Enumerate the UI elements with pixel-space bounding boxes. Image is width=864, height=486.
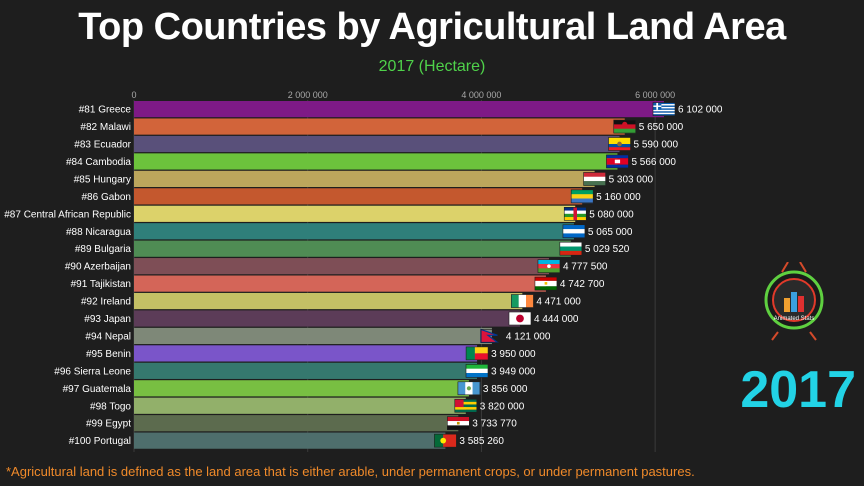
bar-nepal	[134, 327, 492, 345]
value-label: 5 303 000	[609, 174, 654, 185]
category-label: #100 Portugal	[69, 436, 131, 447]
benin-flag-icon	[465, 346, 489, 361]
footnote: *Agricultural land is defined as the lan…	[6, 464, 695, 479]
category-label: #84 Cambodia	[66, 157, 131, 168]
chart-subtitle: 2017 (Hectare)	[378, 58, 486, 75]
greece-flag-icon	[652, 102, 676, 116]
bar-greece	[134, 101, 664, 118]
ecuador-flag-icon	[608, 137, 631, 151]
bar-cambodia	[134, 153, 618, 170]
category-label: #93 Japan	[84, 314, 131, 325]
bar-tajikistan	[134, 275, 546, 292]
category-label: #99 Egypt	[86, 419, 131, 430]
x-tick-label: 4 000 000	[461, 90, 501, 100]
bar-bulgaria	[134, 240, 571, 257]
bar-guatemala	[134, 380, 469, 397]
bar-ireland	[134, 292, 523, 310]
value-label: 5 029 520	[585, 244, 630, 255]
bar-togo	[134, 397, 466, 414]
cambodia-flag-icon	[606, 154, 629, 169]
category-label: #88 Nicaragua	[66, 227, 131, 238]
x-tick-label: 0	[131, 90, 136, 100]
hungary-flag-icon	[583, 172, 606, 186]
central-african-republic-flag-icon	[563, 207, 587, 221]
category-label: #89 Bulgaria	[75, 244, 132, 255]
nepal-flag-icon	[480, 328, 504, 344]
category-label: #97 Guatemala	[63, 384, 132, 395]
value-label: 5 065 000	[588, 227, 633, 238]
bar-gabon	[134, 188, 583, 205]
azerbaijan-flag-icon	[537, 259, 561, 273]
value-label: 4 444 000	[534, 314, 579, 325]
bar-nicaragua	[134, 223, 574, 240]
gabon-flag-icon	[570, 189, 594, 204]
value-label: 4 742 700	[560, 279, 605, 290]
bar-azerbaijan	[134, 258, 549, 275]
ireland-flag-icon	[511, 294, 534, 308]
bar-ecuador	[134, 135, 620, 153]
malawi-flag-icon	[613, 119, 637, 134]
bar-sierra-leone	[134, 362, 477, 379]
value-label: 5 650 000	[639, 122, 684, 133]
egypt-flag-icon	[447, 416, 470, 431]
value-label: 6 102 000	[678, 105, 723, 116]
value-label: 4 777 500	[563, 262, 608, 273]
value-label: 3 856 000	[483, 384, 528, 395]
category-label: #98 Togo	[90, 401, 131, 412]
value-label: 3 950 000	[491, 349, 536, 360]
value-label: 3 820 000	[480, 401, 525, 412]
value-label: 3 733 770	[472, 419, 517, 430]
value-label: 4 121 000	[506, 331, 551, 342]
bar-central-african-republic	[134, 205, 576, 222]
x-tick-label: 2 000 000	[288, 90, 328, 100]
bar-malawi	[134, 118, 625, 135]
category-label: #92 Ireland	[81, 297, 131, 308]
japan-flag-icon	[508, 311, 532, 326]
bar-benin	[134, 345, 478, 362]
bar-portugal	[134, 432, 446, 449]
value-label: 5 590 000	[634, 140, 679, 151]
sierra-leone-flag-icon	[465, 364, 489, 378]
x-tick-label: 6 000 000	[635, 90, 675, 100]
category-label: #83 Ecuador	[74, 140, 131, 151]
value-label: 5 080 000	[589, 209, 634, 220]
svg-text:Animated Stats: Animated Stats	[774, 316, 815, 322]
category-label: #95 Benin	[86, 349, 131, 360]
value-label: 3 949 000	[491, 366, 536, 377]
category-label: #87 Central African Republic	[4, 209, 131, 220]
bar-japan	[134, 310, 520, 327]
tajikistan-flag-icon	[534, 276, 558, 291]
category-label: #82 Malawi	[80, 122, 131, 133]
animated-stats-logo: Animated Stats	[764, 262, 824, 341]
value-label: 5 160 000	[596, 192, 641, 203]
category-label: #81 Greece	[79, 105, 132, 116]
value-label: 4 471 000	[536, 297, 581, 308]
category-label: #94 Nepal	[85, 331, 131, 342]
category-label: #86 Gabon	[82, 192, 132, 203]
bar-egypt	[134, 415, 459, 432]
togo-flag-icon	[454, 398, 478, 413]
category-label: #85 Hungary	[74, 174, 131, 185]
category-label: #91 Tajikistan	[71, 279, 131, 290]
value-label: 3 585 260	[459, 436, 504, 447]
value-label: 5 566 000	[631, 157, 676, 168]
bar-hungary	[134, 170, 595, 187]
guatemala-flag-icon	[457, 381, 481, 396]
category-label: #96 Sierra Leone	[54, 366, 131, 377]
year-label: 2017	[740, 361, 856, 419]
category-label: #90 Azerbaijan	[65, 262, 131, 273]
nicaragua-flag-icon	[562, 224, 586, 239]
chart-title: Top Countries by Agricultural Land Area	[78, 6, 786, 48]
portugal-flag-icon	[434, 433, 457, 448]
bulgaria-flag-icon	[559, 241, 583, 256]
